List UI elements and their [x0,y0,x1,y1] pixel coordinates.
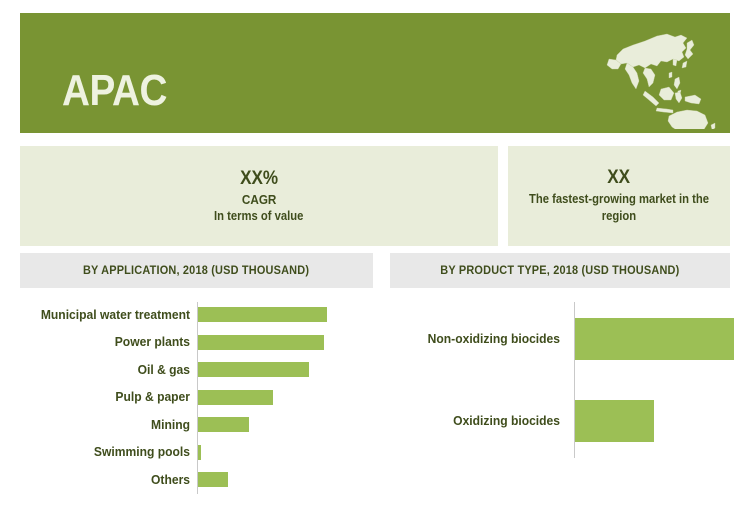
bar [575,318,734,360]
section-header-application-label: BY APPLICATION, 2018 (USD THOUSAND) [83,264,310,277]
bar [575,400,654,442]
fastest-growing-value: XX [607,167,631,188]
bar [198,362,309,377]
bar-label: Oil & gas [137,361,190,377]
bar [198,389,273,405]
bar-label: Swimming pools [93,444,190,459]
chart-by-product-type: Non-oxidizing biocides Oxidizing biocides [380,298,750,503]
cagr-sublabel: In terms of value [214,208,304,223]
stat-card-fastest-growing: XX The fastest-growing market in the reg… [508,146,730,246]
bar-label: Power plants [114,334,190,349]
section-header-by-application: BY APPLICATION, 2018 (USD THOUSAND) [20,253,373,288]
chart-axis-line [197,302,198,494]
bar [198,334,324,350]
bar [198,307,327,322]
page-title: APAC [62,66,168,115]
asia-pacific-map-icon [606,33,716,129]
cagr-value: XX% [239,167,279,189]
section-header-by-product-type: BY PRODUCT TYPE, 2018 (USD THOUSAND) [390,253,730,288]
fastest-growing-label: The fastest-growing market in the region [528,192,710,223]
chart-axis-line [574,302,575,458]
bar-label: Mining [151,416,190,432]
stat-card-cagr: XX% CAGR In terms of value [20,146,498,246]
bar [198,417,249,432]
section-header-product-label: BY PRODUCT TYPE, 2018 (USD THOUSAND) [440,264,680,277]
bar-label: Others [151,471,190,487]
bar-label: Non-oxidizing biocides [427,331,560,346]
bar [198,472,228,487]
bar-label: Municipal water treatment [40,306,190,322]
chart-by-application: Municipal water treatment Power plants Oil… [0,298,375,503]
bar [198,444,201,460]
header-banner: APAC [20,13,730,133]
cagr-label: CAGR [241,191,277,207]
bar-label: Pulp & paper [115,389,190,404]
bar-label: Oxidizing biocides [453,413,560,428]
